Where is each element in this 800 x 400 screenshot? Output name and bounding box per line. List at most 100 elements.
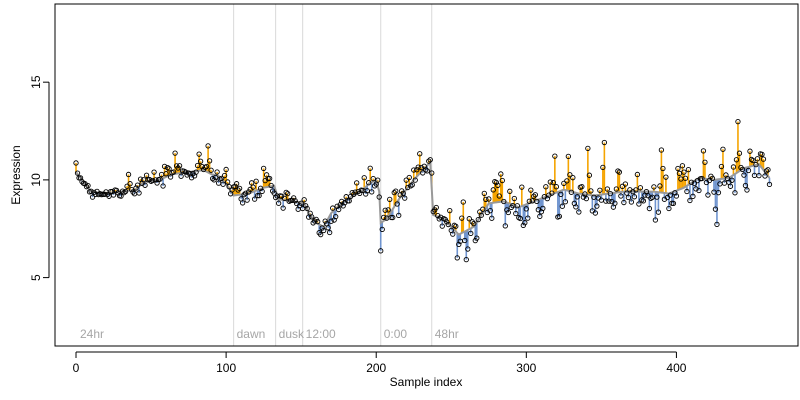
data-point [394,201,400,207]
data-point [370,175,376,182]
data-point [366,180,372,186]
data-point [420,170,426,176]
data-point [435,213,441,219]
data-point [762,173,768,179]
data-point [462,237,468,244]
y-axis-label: Expression [9,145,23,204]
data-point [268,182,274,189]
y-tick-label-2: 15 [29,75,43,89]
data-point [556,213,562,220]
data-point [709,175,716,182]
data-point [206,158,213,164]
data-point [679,163,686,169]
data-point [333,213,339,220]
data-point [85,183,91,189]
data-point [130,189,136,195]
data-point [390,214,396,221]
data-point [550,179,556,186]
data-point [562,199,568,205]
data-point [705,192,711,198]
data-point [534,198,540,205]
data-point [208,167,214,173]
data-point [337,202,343,208]
data-point [597,187,603,193]
data-point [429,170,435,176]
data-point [375,177,381,183]
data-point [438,214,444,220]
data-point [651,184,657,190]
data-point [382,207,388,213]
data-point [570,175,576,181]
data-point [519,184,525,190]
data-point [193,169,199,175]
data-point [417,151,423,157]
data-point [301,197,307,203]
data-point [565,153,571,159]
data-point [232,183,238,190]
data-point [663,174,669,180]
data-point [176,163,183,169]
data-point [729,177,735,183]
data-point [166,166,172,172]
data-point [528,187,534,193]
data-point [684,188,690,195]
y-tick-label-0: 5 [29,274,43,281]
data-point [250,184,256,190]
data-point [645,193,651,199]
data-point [732,190,738,196]
data-point [304,205,310,212]
x-tick-label-4: 400 [666,361,686,375]
data-point [272,194,279,201]
data-point [149,177,156,184]
data-point [209,175,216,182]
data-point [498,171,504,177]
data-point [361,175,367,181]
data-point [439,223,445,229]
data-point [391,189,397,196]
data-point [220,181,226,187]
data-point [486,196,492,202]
x-tick-label-0: 0 [73,361,80,375]
data-point [756,172,762,179]
data-point [660,165,666,172]
data-point [271,190,277,196]
x-tick-label-1: 100 [216,361,236,375]
data-point [652,217,659,223]
data-point [747,148,753,154]
data-point [460,199,466,205]
data-point [414,167,420,173]
data-point [568,189,574,195]
data-point [622,181,629,187]
data-point [106,193,112,199]
data-point [280,205,286,211]
data-point [283,189,289,196]
region-label-1: dawn [237,327,266,341]
data-point [363,191,369,197]
data-point [696,187,702,194]
data-point [327,229,333,236]
data-point [583,195,590,202]
data-point [275,200,282,206]
data-point [564,178,570,184]
data-point [378,248,384,254]
x-tick-label-3: 300 [516,361,536,375]
data-point [450,231,456,237]
data-point [735,118,741,125]
data-point [223,166,229,173]
data-point [609,199,615,205]
data-point [682,175,689,181]
data-point [625,194,632,201]
data-point [411,167,417,173]
data-point [600,164,606,170]
data-point [463,256,469,263]
data-point [74,170,81,176]
data-point [197,158,204,164]
data-point [325,225,331,231]
data-point [127,181,133,187]
region-labels: 24hr dawn dusk 12:00 0:00 48hr [80,327,459,341]
data-point [73,160,79,166]
data-point [759,151,765,158]
x-axis: 0 100 200 300 400 [73,351,687,375]
data-point [298,200,304,206]
data-point [760,156,767,162]
